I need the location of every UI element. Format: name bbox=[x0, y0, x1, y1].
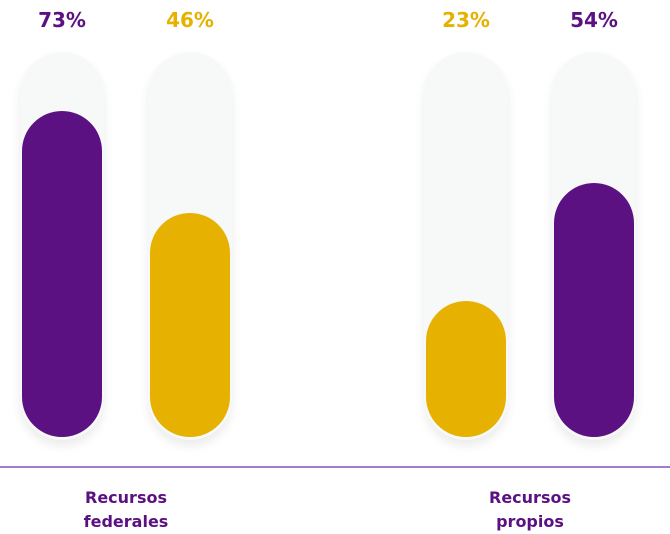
value-label: 23% bbox=[442, 8, 490, 32]
value-label: 73% bbox=[38, 8, 86, 32]
bar bbox=[22, 110, 102, 437]
value-label: 54% bbox=[570, 8, 618, 32]
bar bbox=[426, 300, 506, 437]
category-label: Recursos propios bbox=[489, 488, 571, 531]
bar bbox=[554, 182, 634, 437]
value-label: 46% bbox=[166, 8, 214, 32]
bar bbox=[150, 213, 230, 437]
category-label: Recursos federales bbox=[83, 488, 169, 531]
baseline bbox=[0, 466, 670, 468]
